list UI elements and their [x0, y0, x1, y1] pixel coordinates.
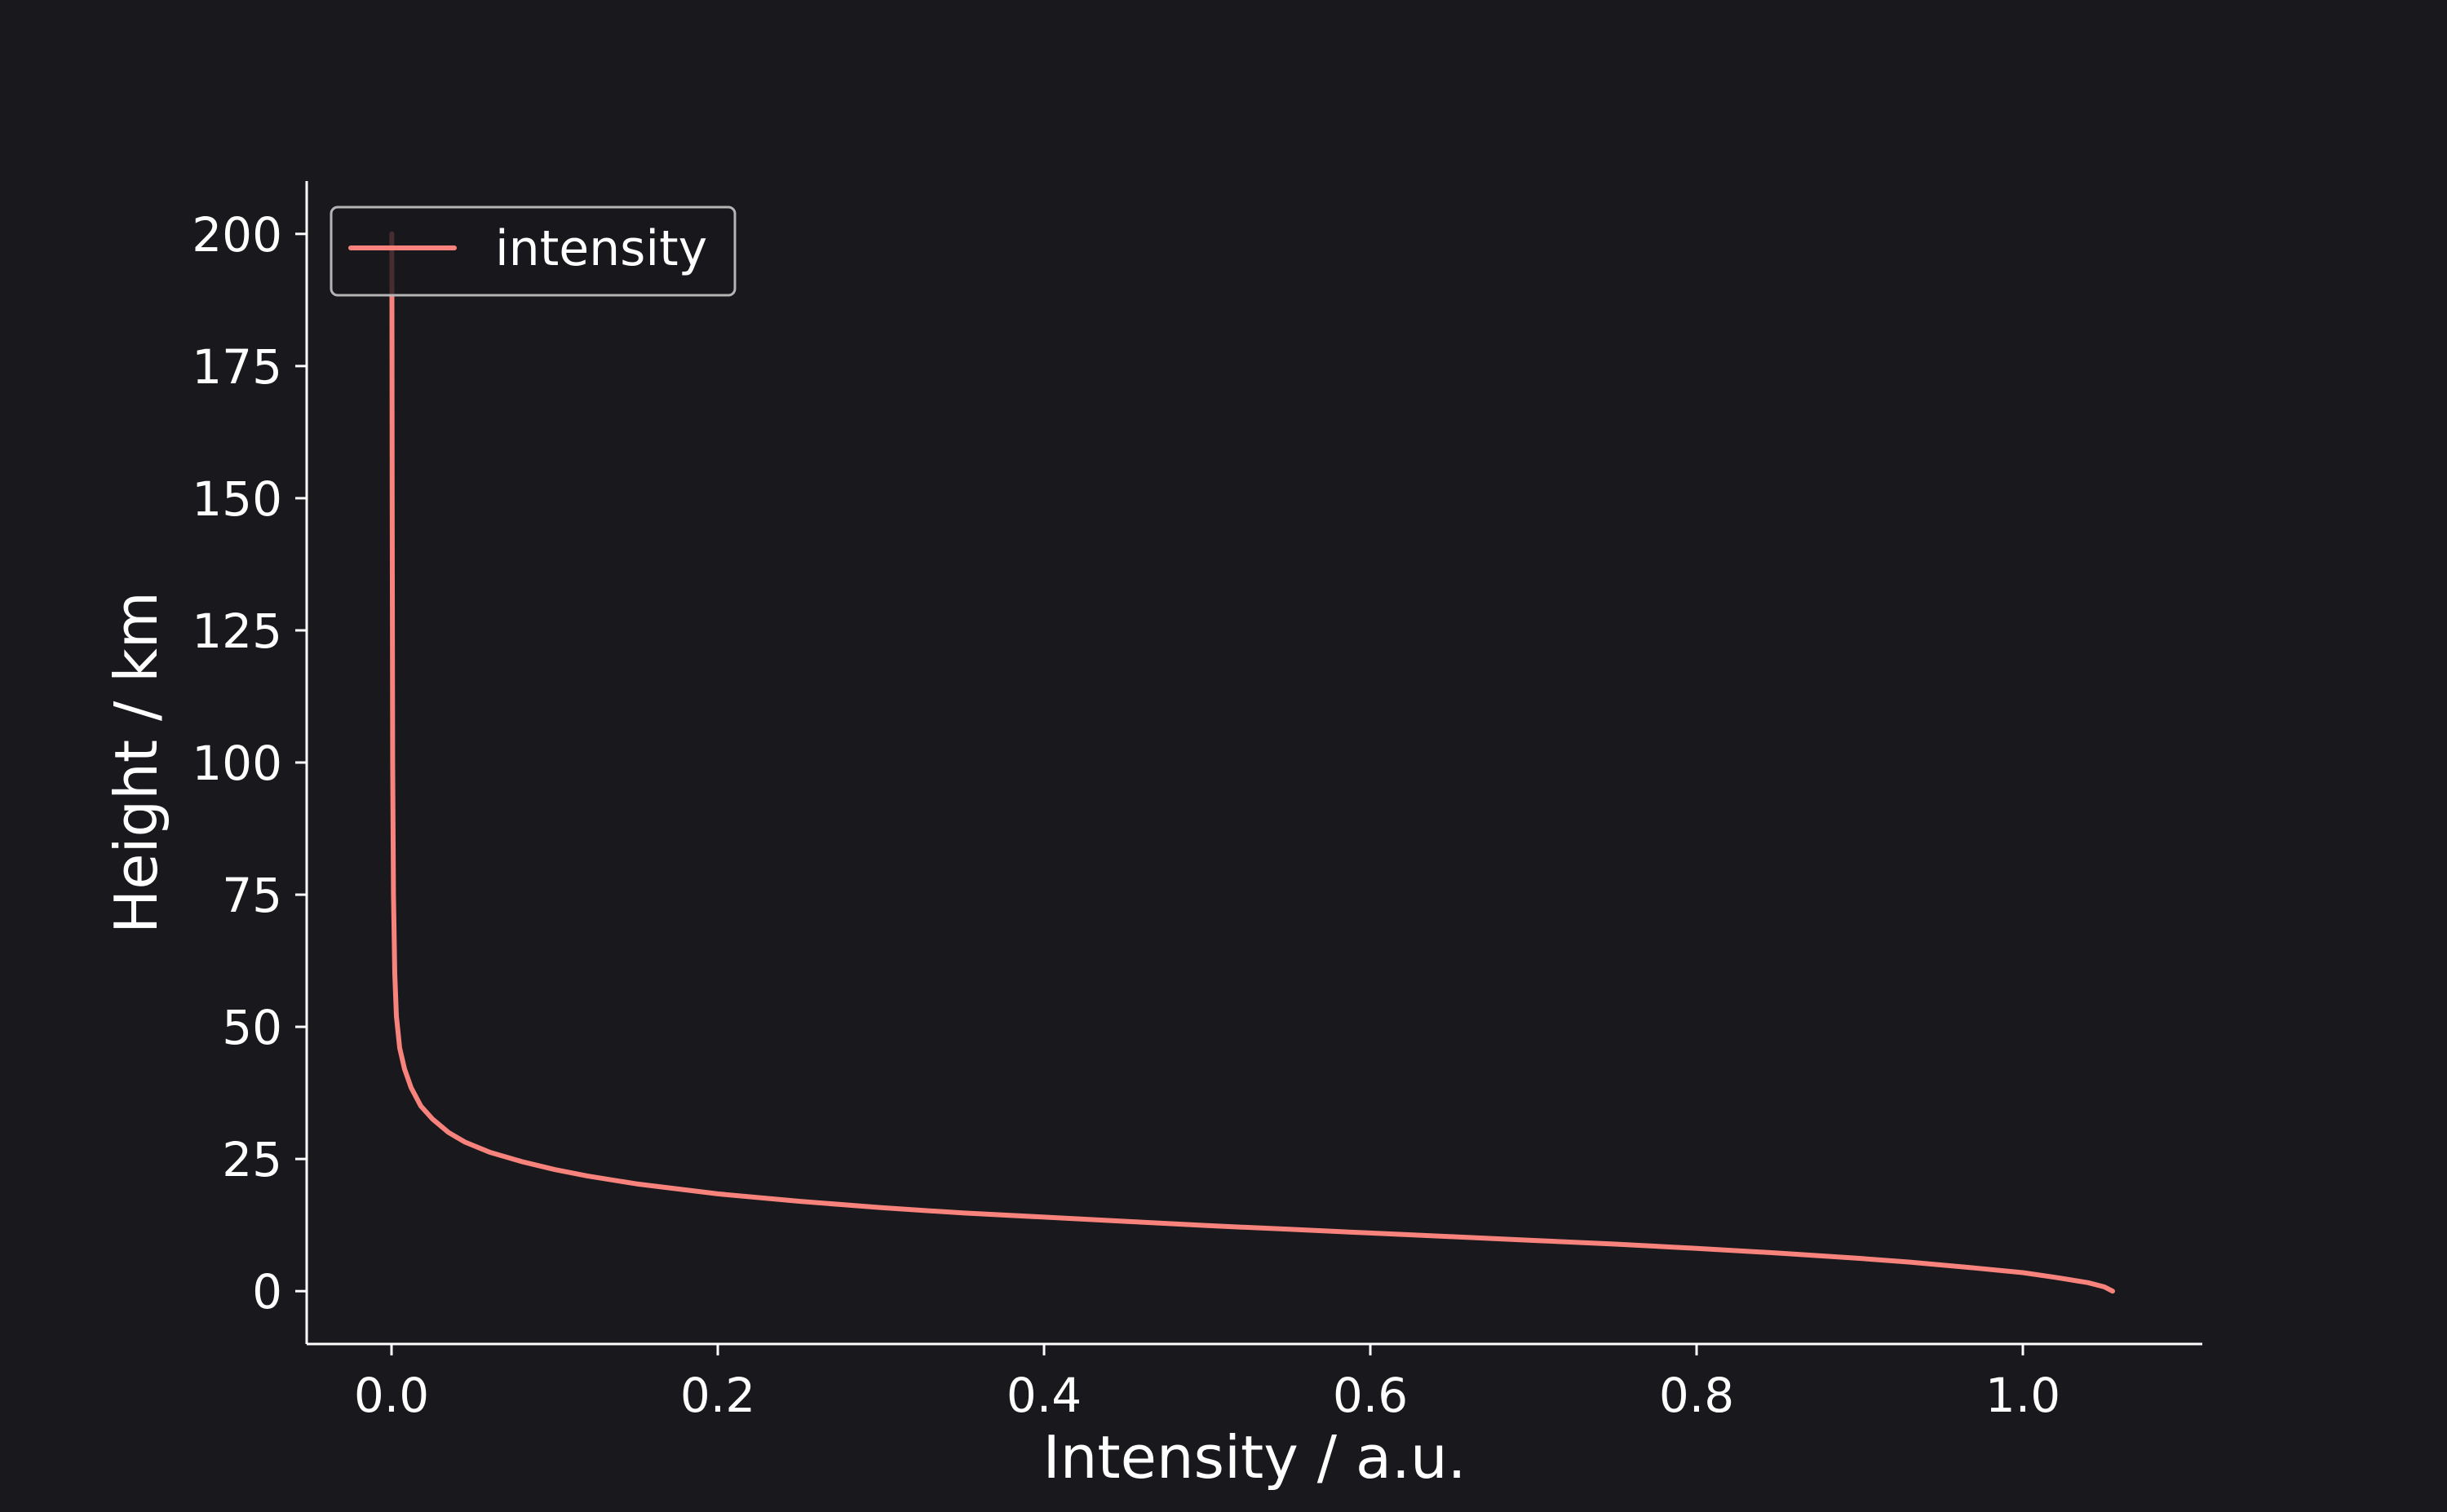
y-tick-label: 25 [222, 1132, 282, 1187]
x-tick-label: 0.0 [354, 1368, 429, 1423]
y-tick-label: 200 [192, 207, 282, 263]
x-tick-label: 0.8 [1659, 1368, 1734, 1423]
y-tick-label: 50 [222, 1000, 282, 1055]
legend-box [330, 206, 737, 297]
y-tick-label: 0 [252, 1264, 282, 1320]
legend-label-intensity: intensity [495, 220, 707, 277]
legend: intensity [330, 206, 737, 297]
y-tick-label: 125 [192, 603, 282, 659]
x-axis-title: Intensity / a.u. [1043, 1423, 1467, 1492]
y-ticks: 0 25 50 75 100 125 150 175 200 [192, 207, 307, 1320]
series-layer [389, 231, 2115, 1294]
y-tick-label: 175 [192, 339, 282, 395]
y-tick-label: 75 [222, 868, 282, 923]
axes: 0.0 0.2 0.4 0.6 0.8 1.0 0 25 50 75 100 125 150 175 20… [192, 181, 2202, 1423]
x-tick-label: 0.2 [680, 1368, 755, 1423]
x-tick-label: 0.4 [1007, 1368, 1082, 1423]
series-line-intensity [389, 231, 2115, 1294]
x-tick-label: 1.0 [1985, 1368, 2060, 1423]
y-tick-label: 150 [192, 471, 282, 527]
y-tick-label: 100 [192, 736, 282, 791]
x-ticks: 0.0 0.2 0.4 0.6 0.8 1.0 [354, 1344, 2060, 1423]
y-axis-title: Height / km [102, 591, 170, 934]
x-tick-label: 0.6 [1333, 1368, 1408, 1423]
